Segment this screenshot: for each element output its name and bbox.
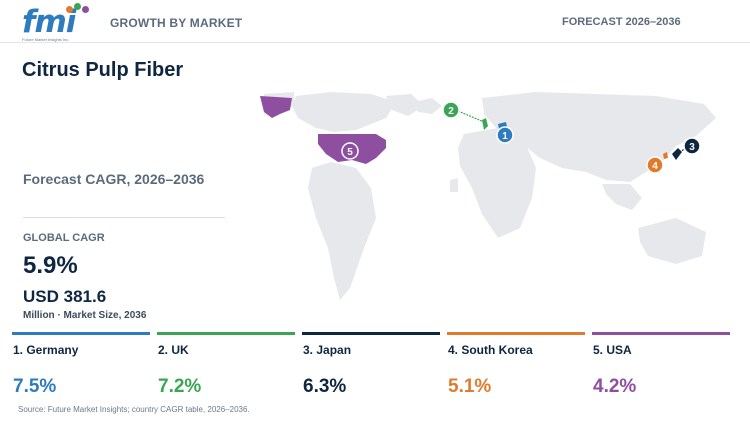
country-name: 5. USA [593, 343, 632, 357]
fmi-logo[interactable]: fmi Future Market Insights Inc. [22, 3, 92, 42]
logo-subtitle: Future Market Insights Inc. [22, 37, 70, 42]
country-card-uk[interactable]: 2. UK 7.2% [157, 332, 295, 402]
divider [23, 217, 225, 218]
marker-label-uk: 2 [448, 106, 454, 117]
logo-text: fmi [22, 4, 76, 40]
card-accent-bar [157, 332, 295, 335]
marker-usa[interactable]: 5 [341, 142, 359, 160]
country-name: 1. Germany [13, 343, 79, 357]
card-accent-bar [302, 332, 440, 335]
south-korea-region[interactable] [663, 152, 668, 159]
marker-label-usa: 5 [347, 147, 353, 158]
country-card-japan[interactable]: 3. Japan 6.3% [302, 332, 440, 402]
global-cagr-label: GLOBAL CAGR [23, 232, 105, 244]
card-accent-bar [447, 332, 585, 335]
market-size-caption: Million · Market Size, 2036 [23, 310, 147, 321]
world-map: 1 2 3 4 5 [260, 92, 716, 300]
country-cagr: 5.1% [448, 376, 492, 397]
country-name: 3. Japan [303, 343, 352, 357]
country-cagr: 7.5% [13, 376, 57, 397]
marker-south-korea[interactable]: 4 [646, 156, 664, 174]
global-cagr-value: 5.9% [23, 252, 78, 279]
forecast-period-label: FORECAST 2026–2036 [562, 16, 681, 28]
marker-label-south-korea: 4 [652, 161, 658, 172]
country-cagr: 6.3% [303, 376, 347, 397]
map-markers: 1 2 3 4 5 [341, 101, 701, 174]
forecast-cagr-label: Forecast CAGR, 2026–2036 [23, 171, 205, 187]
marker-japan[interactable]: 3 [676, 137, 701, 155]
country-card-germany[interactable]: 1. Germany 7.5% [12, 332, 150, 402]
marker-label-germany: 1 [502, 131, 508, 142]
country-card-usa[interactable]: 5. USA 4.2% [592, 332, 730, 402]
section-label: GROWTH BY MARKET [110, 16, 243, 30]
alaska-region[interactable] [260, 96, 292, 118]
map-land [264, 92, 716, 300]
header: fmi Future Market Insights Inc. GROWTH B… [0, 0, 750, 43]
country-card-south-korea[interactable]: 4. South Korea 5.1% [447, 332, 585, 402]
country-name: 2. UK [158, 343, 189, 357]
source-note: Source: Future Market Insights; country … [18, 405, 250, 414]
marker-uk[interactable]: 2 [442, 101, 485, 123]
page-title: Citrus Pulp Fiber [22, 59, 184, 81]
country-name: 4. South Korea [448, 343, 533, 357]
marker-germany[interactable]: 1 [496, 126, 514, 144]
country-cards: 1. Germany 7.5% 2. UK 7.2% 3. Japan 6.3%… [12, 332, 748, 402]
card-accent-bar [592, 332, 730, 335]
market-size-value: USD 381.6 [23, 287, 107, 306]
country-cagr: 4.2% [593, 376, 637, 397]
marker-label-japan: 3 [689, 142, 695, 153]
uk-region[interactable] [482, 118, 488, 130]
card-accent-bar [12, 332, 150, 335]
country-cagr: 7.2% [158, 376, 202, 397]
